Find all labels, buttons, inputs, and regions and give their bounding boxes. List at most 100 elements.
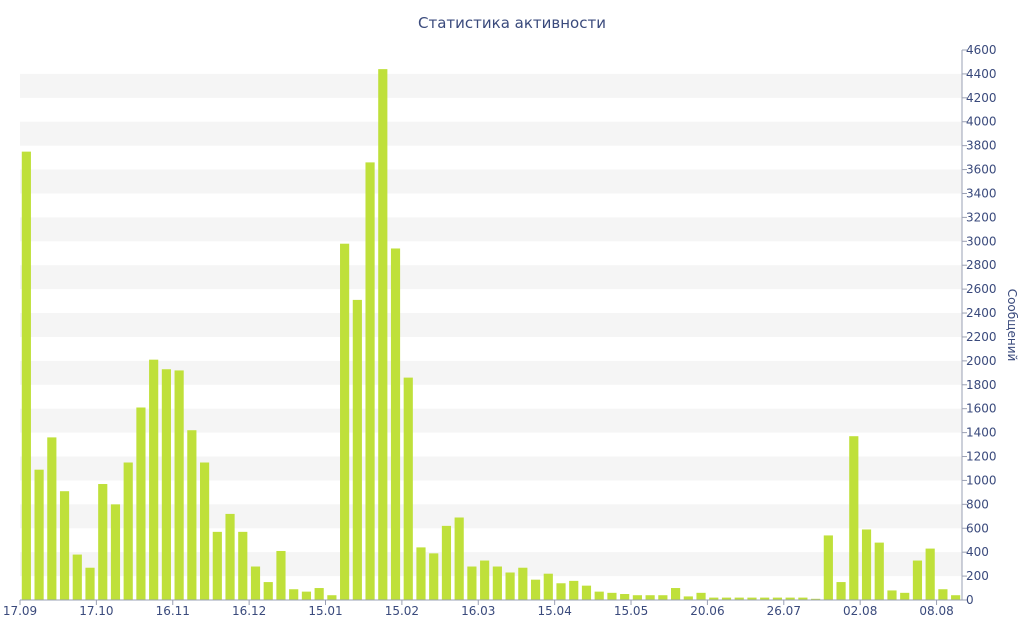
bar[interactable] (760, 597, 770, 600)
bar[interactable] (454, 517, 464, 601)
bar[interactable] (21, 151, 31, 600)
y-tick-label: 2800 (966, 258, 997, 272)
bar[interactable] (352, 299, 362, 600)
grid-band (20, 456, 962, 481)
y-tick-label: 2400 (966, 306, 997, 320)
bar[interactable] (492, 566, 502, 600)
bar[interactable] (785, 597, 795, 600)
bar[interactable] (403, 377, 413, 600)
bar[interactable] (721, 597, 732, 600)
y-tick-label: 3400 (966, 186, 997, 200)
bar[interactable] (747, 597, 757, 600)
bar[interactable] (467, 566, 477, 600)
x-tick-label: 15.02 (385, 604, 419, 618)
bar[interactable] (34, 469, 44, 600)
bar[interactable] (861, 529, 872, 600)
bar[interactable] (505, 572, 515, 601)
bar[interactable] (581, 585, 592, 600)
x-tick-label: 15.01 (308, 604, 342, 618)
bar[interactable] (161, 369, 171, 600)
grid-band (20, 265, 962, 290)
bar[interactable] (59, 491, 70, 600)
bar[interactable] (543, 573, 553, 600)
bar[interactable] (110, 504, 121, 600)
bar[interactable] (212, 531, 222, 600)
bar[interactable] (925, 548, 935, 600)
x-tick-label: 16.11 (156, 604, 190, 618)
y-tick-label: 1800 (966, 378, 997, 392)
bar[interactable] (836, 582, 846, 600)
bar[interactable] (47, 437, 57, 600)
bar[interactable] (632, 595, 642, 600)
x-tick-label: 08.08 (919, 604, 953, 618)
bar-series (21, 69, 961, 601)
bar[interactable] (378, 69, 388, 600)
y-tick-label: 2600 (966, 282, 997, 296)
y-tick-label: 3200 (966, 210, 997, 224)
y-tick-label: 800 (966, 497, 989, 511)
bar[interactable] (174, 370, 184, 600)
bar[interactable] (951, 595, 961, 600)
bar[interactable] (671, 588, 681, 600)
bar[interactable] (912, 560, 923, 600)
y-tick-label: 3600 (966, 163, 997, 177)
bar[interactable] (289, 589, 299, 600)
y-tick-label: 2200 (966, 330, 997, 344)
bar[interactable] (938, 589, 948, 600)
bar[interactable] (85, 567, 95, 600)
bar[interactable] (390, 248, 401, 601)
bar[interactable] (429, 553, 439, 600)
bar[interactable] (772, 597, 783, 600)
y-tick-label: 4600 (966, 43, 997, 57)
bar[interactable] (734, 597, 744, 600)
grid-band (20, 408, 962, 433)
bar[interactable] (620, 594, 630, 600)
bar[interactable] (887, 590, 897, 600)
bar[interactable] (301, 591, 312, 600)
bar[interactable] (556, 583, 566, 600)
x-tick-label: 15.04 (537, 604, 571, 618)
y-axis-ticks: 0 200 400 600 800 1000 1200 1400 1600 1800 2000 220… (962, 43, 997, 607)
grid-band (20, 504, 962, 529)
bar[interactable] (811, 598, 821, 600)
bar[interactable] (340, 243, 350, 600)
bar[interactable] (798, 597, 808, 600)
bar[interactable] (416, 547, 426, 600)
bar[interactable] (874, 542, 884, 600)
bar[interactable] (187, 430, 197, 600)
bar[interactable] (900, 592, 910, 600)
bar[interactable] (263, 582, 273, 600)
bar[interactable] (823, 535, 833, 600)
bar[interactable] (98, 484, 108, 600)
bar[interactable] (200, 462, 210, 601)
grid-band (20, 360, 962, 385)
bar[interactable] (683, 596, 693, 600)
bar[interactable] (530, 579, 541, 600)
bar[interactable] (365, 162, 375, 600)
y-tick-label: 3800 (966, 139, 997, 153)
bar[interactable] (441, 525, 452, 600)
bar[interactable] (709, 597, 719, 600)
bar[interactable] (607, 592, 617, 600)
bar[interactable] (238, 531, 248, 600)
bar[interactable] (276, 550, 286, 600)
bar[interactable] (149, 359, 159, 600)
bar[interactable] (569, 580, 579, 600)
bar[interactable] (594, 591, 604, 600)
bar[interactable] (518, 567, 528, 600)
bar[interactable] (136, 407, 146, 601)
bar[interactable] (225, 513, 235, 600)
grid-band (20, 73, 962, 98)
bar[interactable] (696, 592, 706, 600)
bar[interactable] (123, 462, 133, 601)
bar[interactable] (250, 566, 261, 600)
bar[interactable] (645, 595, 655, 600)
bar[interactable] (849, 436, 859, 600)
y-tick-label: 600 (966, 521, 989, 535)
bar[interactable] (72, 554, 82, 600)
bar[interactable] (327, 595, 337, 600)
bar[interactable] (314, 588, 324, 600)
bar[interactable] (480, 560, 490, 600)
bar[interactable] (658, 595, 668, 600)
